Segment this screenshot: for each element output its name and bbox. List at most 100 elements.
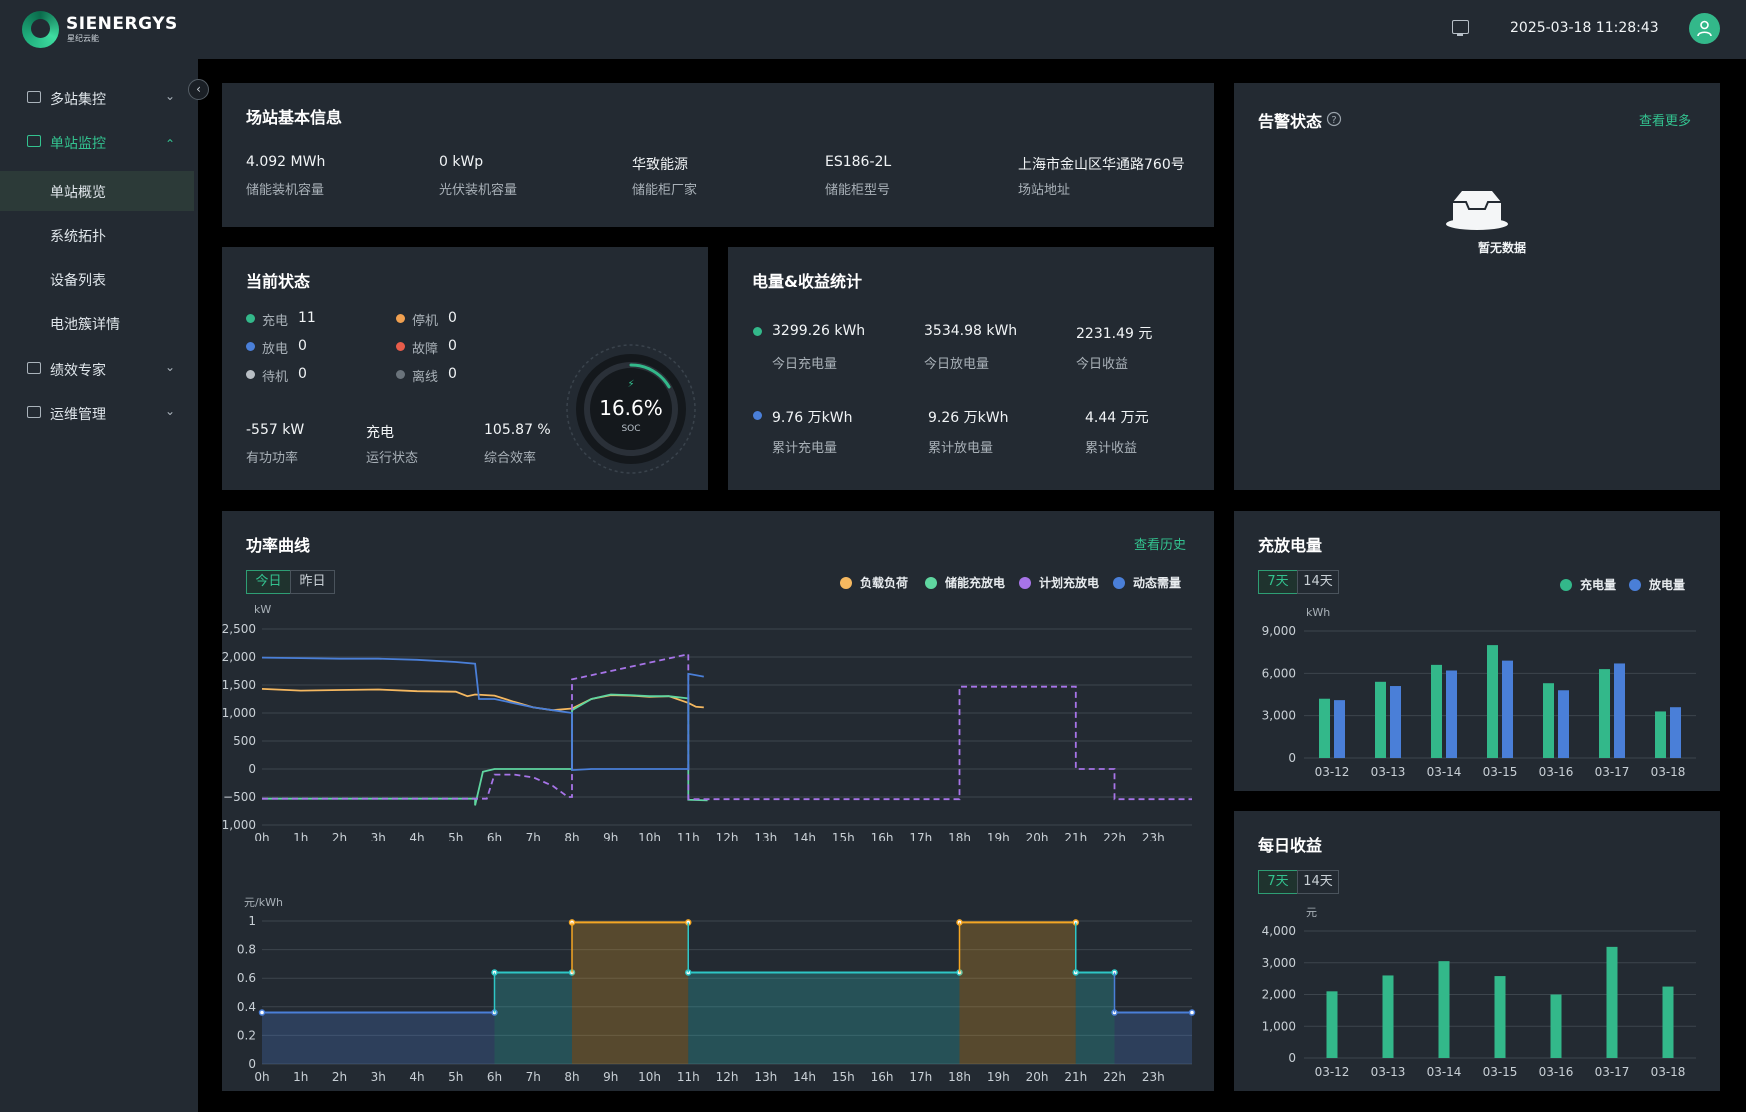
legend-label: 充电量 [1580,578,1617,592]
x-tick-label: 03-15 [1483,1065,1518,1079]
card-title: 当前状态 [246,272,311,291]
legend-label: 储能充放电 [945,576,1006,590]
nav-group-operations[interactable]: 运维管理 ⌄ [0,393,198,433]
legend-label: 动态需量 [1133,576,1182,590]
tab-14-days[interactable]: 14天 [1297,870,1339,894]
svg-text:?: ? [1331,115,1336,126]
total-discharge-label: 累计放电量 [928,441,994,456]
x-tick-label: 22h [1103,831,1126,841]
legend-plan[interactable]: 计划充放电 [1019,574,1099,591]
card-title: 充放电量 [1258,536,1323,555]
sidebar-item-label: 电池簇详情 [50,317,120,333]
user-avatar[interactable] [1689,13,1720,44]
sidebar-item-label: 系统拓扑 [50,229,106,245]
y-tick-label: 2,500 [222,622,256,636]
today-revenue-label: 今日收益 [1076,357,1129,372]
status-dot-charging [246,314,255,323]
logo-icon [22,11,59,48]
legend-demand[interactable]: 动态需量 [1113,574,1181,591]
tab-today[interactable]: 今日 [246,570,291,594]
brand-subtitle: 星纪云能 [67,34,99,43]
x-tick-label: 15h [832,1070,855,1084]
x-tick-label: 03-14 [1427,765,1462,779]
legend-load[interactable]: 负载负荷 [840,574,908,591]
status-dot-stopped [396,314,405,323]
pv-capacity-label: 光伏装机容量 [439,183,518,198]
x-tick-label: 03-16 [1539,1065,1574,1079]
nav-group-single-station[interactable]: 单站监控 ⌃ [0,122,198,162]
legend-discharge[interactable]: 放电量 [1629,576,1685,593]
y-tick-label: 0 [248,1057,256,1071]
view-history-link[interactable]: 查看历史 [1134,538,1187,553]
x-tick-label: 19h [987,1070,1010,1084]
alarm-card: 告警状态 ? 查看更多 暂无数据 [1234,83,1720,490]
x-tick-label: 03-18 [1651,765,1686,779]
x-tick-label: 03-13 [1371,1065,1406,1079]
tab-yesterday[interactable]: 昨日 [290,570,335,594]
y-tick-label: 0.4 [237,1000,256,1014]
y-tick-label: 3,000 [1262,709,1296,723]
bar-收益 [1438,961,1450,1058]
bar-放电量 [1670,707,1681,758]
nav-group-multi-station[interactable]: 多站集控 ⌄ [0,78,198,118]
x-tick-label: 5h [448,1070,463,1084]
price-area-flat [494,972,572,1064]
x-tick-label: 03-14 [1427,1065,1462,1079]
x-tick-label: 9h [603,1070,618,1084]
top-bar: SIENERGYS 星纪云能 2025-03-18 11:28:43 [0,0,1746,59]
x-tick-label: 23h [1142,831,1165,841]
bar-放电量 [1334,700,1345,758]
sidebar-item-device-list[interactable]: 设备列表 [0,259,198,299]
tools-icon [27,406,41,418]
view-more-link[interactable]: 查看更多 [1639,114,1692,129]
x-tick-label: 7h [526,1070,541,1084]
pv-capacity-value: 0 kWp [439,154,484,170]
manufacturer-label: 储能柜厂家 [632,183,698,198]
bar-收益 [1382,975,1394,1058]
sidebar-item-label: 设备列表 [50,273,106,289]
chevron-up-icon: ⌃ [165,137,176,151]
y-tick-label: 1,000 [222,706,256,720]
tab-7-days[interactable]: 7天 [1258,570,1298,594]
sidebar-item-topology[interactable]: 系统拓扑 [0,215,198,255]
y-tick-label: 6,000 [1262,666,1296,680]
status-dot-discharging [246,342,255,351]
question-icon[interactable]: ? [1326,111,1342,127]
y-axis-unit: kW [254,603,271,616]
monitor-icon[interactable] [1452,20,1469,36]
y-tick-label: 2,000 [1262,988,1296,1002]
y-tick-label: 2,000 [222,650,256,664]
legend-label: 计划充放电 [1039,576,1100,590]
nav-group-performance[interactable]: 绩效专家 ⌄ [0,349,198,389]
today-discharge-value: 3534.98 kWh [924,323,1018,339]
x-tick-label: 03-13 [1371,765,1406,779]
current-datetime: 2025-03-18 11:28:43 [1510,20,1659,36]
sidebar-item-overview[interactable]: 单站概览 [0,171,194,211]
x-tick-label: 4h [409,1070,424,1084]
run-state-value: 充电 [366,425,394,441]
tab-14-days[interactable]: 14天 [1297,570,1339,594]
x-tick-label: 12h [716,1070,739,1084]
sidebar-item-battery-cluster[interactable]: 电池簇详情 [0,303,198,343]
chevron-left-icon[interactable]: ‹ [188,79,209,100]
tab-7-days[interactable]: 7天 [1258,870,1298,894]
today-charge-value: 3299.26 kWh [772,323,866,339]
x-tick-label: 6h [487,831,502,841]
x-tick-label: 03-18 [1651,1065,1686,1079]
price-area-peak [959,922,1076,1064]
y-tick-label: 3,000 [1262,956,1296,970]
x-tick-label: 1h [293,1070,308,1084]
revenue-bar-chart: 元 4,000 3,000 2,000 1,000 0 03-12 03-13 03-14 03-… [1262,906,1696,1079]
x-tick-label: 16h [871,1070,894,1084]
bar-放电量 [1502,660,1513,758]
run-state-label: 运行状态 [366,451,419,466]
legend-storage[interactable]: 储能充放电 [925,574,1005,591]
capacity-value: 4.092 MWh [246,154,326,170]
manufacturer-value: 华致能源 [632,157,688,173]
today-discharge-label: 今日放电量 [924,357,990,372]
bar-充电量 [1375,681,1386,758]
y-axis-unit: 元 [1306,906,1317,919]
legend-charge[interactable]: 充电量 [1560,576,1616,593]
bar-收益 [1326,991,1338,1058]
